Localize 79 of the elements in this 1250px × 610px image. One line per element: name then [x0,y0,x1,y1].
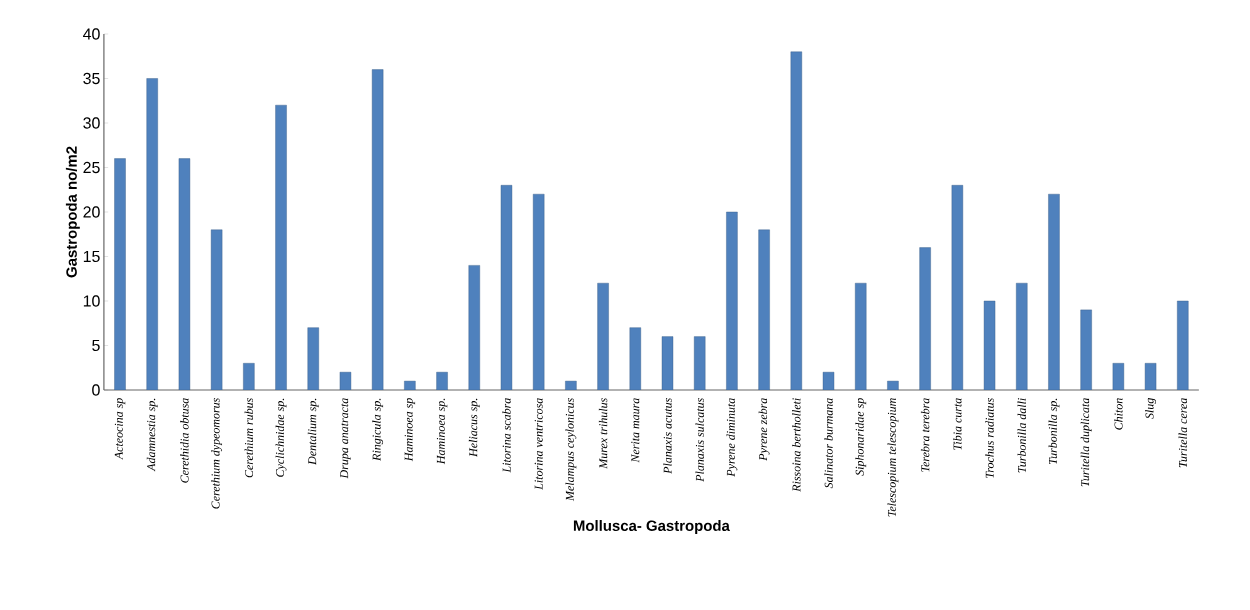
x-tick-label: Turbonilla sp. [1048,398,1060,465]
bar [790,51,803,390]
x-tick-label: Cyclichnidae sp. [275,398,287,477]
bar [1112,363,1125,390]
bar [919,247,931,390]
x-tick-label: Planaxis acutus [663,398,672,474]
y-tick-label: 0 [92,384,100,396]
x-tick-label: Cerethium dypeomorus [211,398,223,509]
y-tick-label: 5 [92,339,100,352]
bar [404,380,416,390]
x-tick-label: Adamnestia sp. [146,398,158,472]
y-tick-label: 20 [83,206,100,218]
bar [1144,363,1157,390]
bar [597,282,609,390]
bar [726,211,738,390]
x-tick-label: Pyrene zebra [758,398,770,461]
bar [275,104,287,390]
bar [339,371,352,390]
x-tick-label: Turbonilla dalli [1017,398,1026,473]
x-tick-label: Turitella duplicata [1080,398,1092,487]
bar [307,327,319,390]
x-tick-label: Pyrene diminuta [726,398,738,477]
x-tick-label: Terebra terebra [920,398,930,472]
x-tick-label: Drupa anatracta [340,398,351,479]
bar [565,380,577,390]
bar [532,193,545,390]
x-tick-label: Dentalium sp. [307,398,319,465]
x-tick-label: Turitella cerea [1178,398,1187,468]
y-tick-label: 30 [83,117,100,129]
x-tick-label: Litorina ventricosa [534,398,543,490]
y-tick-label: 35 [83,72,100,85]
x-tick-label: Slug [1145,398,1156,419]
x-tick-label: Ringicula sp. [372,398,384,461]
bar [500,185,513,390]
bar [629,327,641,390]
bar [371,69,384,390]
bar [146,78,158,390]
x-tick-label: Salinator burmana [824,398,833,489]
bar [951,185,964,390]
bar [822,371,835,390]
bar [243,363,255,390]
bar [468,265,480,390]
x-tick-label: Litorina scabra [502,398,511,473]
x-tick-label: Acteocina sp [114,398,126,460]
bar [661,336,674,390]
bar [114,158,126,390]
bar [694,336,706,390]
bar [210,229,223,390]
x-tick-label: Cerethium rubus [244,398,254,478]
x-tick-label: Cerethidia obtusa [180,398,189,483]
x-tick-label: Siphonaridae sp [855,398,867,476]
bar [855,282,867,390]
bar [983,300,996,390]
y-tick-label: 40 [83,28,100,40]
x-tick-label: Planaxis sulcatus [695,398,704,482]
x-tick-label: Melampus ceylonicus [565,398,577,502]
x-tick-label: Murex trihulus [598,398,608,469]
y-tick-label: 10 [83,295,100,307]
x-tick-label: Haminoea sp. [436,398,448,465]
y-tick-label: 25 [83,161,100,174]
x-tick-label: Heliacus sp. [468,398,480,457]
x-tick-label: Chiton [1114,398,1123,430]
bar [436,371,448,390]
x-tick-label: Nerita maura [631,398,640,463]
bar [887,380,899,390]
x-tick-label: Rissoina bertholleti [792,398,801,492]
bar [178,158,191,390]
x-tick-label: Tibia curta [953,398,962,450]
x-tick-label: Telescopium telescopium [887,398,899,517]
bar [1080,309,1092,390]
x-axis-title: Mollusca- Gastropoda [573,520,730,534]
bar [1016,282,1028,390]
y-tick-label: 15 [83,250,100,263]
bar [1177,300,1189,390]
x-tick-label: Haminoea sp [404,398,416,462]
bar [1048,193,1060,390]
x-tick-label: Trochus radiatus [985,398,994,478]
bar [758,229,770,390]
y-axis-title: Gastropoda no/m2 [65,146,80,278]
